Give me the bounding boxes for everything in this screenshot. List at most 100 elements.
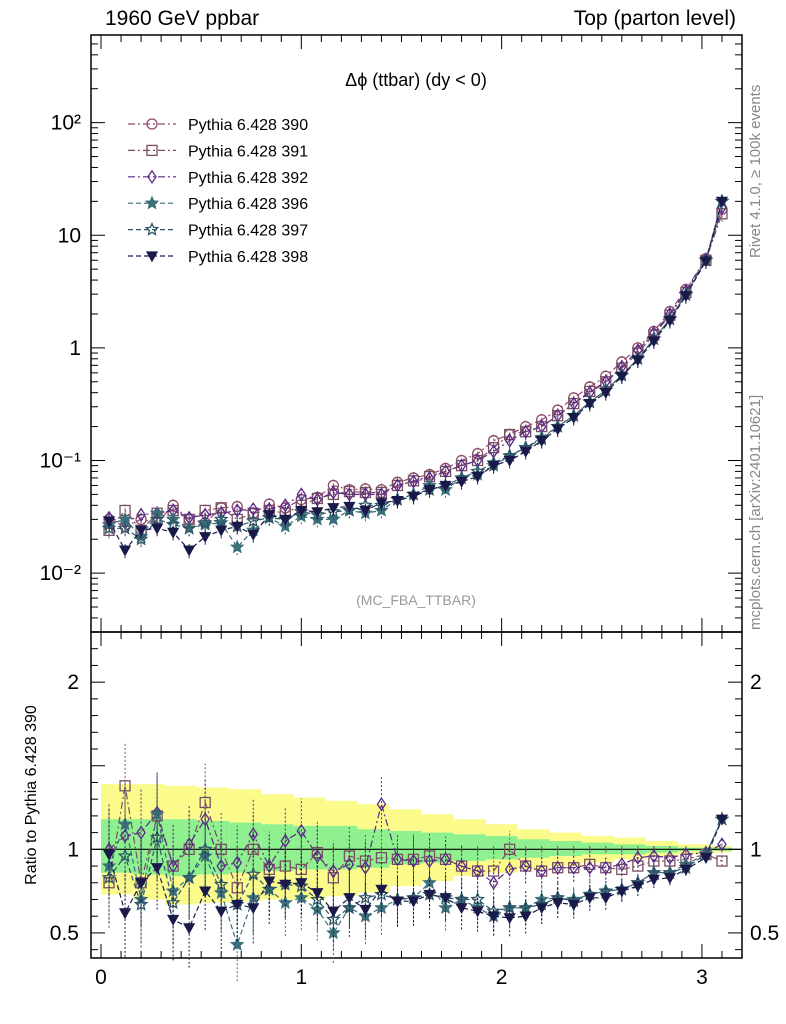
ratio-series-line: [108, 785, 723, 890]
ratio-data-point: [279, 879, 292, 891]
ratio-band-green: [357, 829, 390, 868]
ratio-data-point: [263, 876, 276, 888]
header-left-label: 1960 GeV ppbar: [105, 7, 260, 30]
main-data-point: [599, 388, 612, 400]
ratio-data-point: [424, 853, 435, 869]
main-data-point: [296, 487, 307, 502]
ratio-data-point: [472, 863, 483, 879]
main-data-point: [181, 520, 197, 535]
ratio-data-point: [120, 828, 130, 844]
main-data-point: [197, 515, 213, 529]
chart-title: Δϕ (ttbar) (dy < 0): [345, 70, 487, 90]
ratio-series-line: [108, 801, 723, 884]
main-data-point: [118, 545, 132, 557]
legend-entry: Pythia 6.428 390: [128, 117, 308, 134]
ratio-data-point: [454, 891, 469, 906]
ratio-data-point: [375, 884, 388, 896]
legend-entry: Pythia 6.428 397: [128, 221, 308, 240]
legend-marker: [144, 195, 160, 210]
header-right-label: Top (parton level): [573, 7, 736, 30]
ratio-data-point: [504, 862, 515, 877]
ratio-data-point: [165, 895, 181, 910]
ratio-data-point: [118, 908, 132, 920]
ratio-data-point: [168, 858, 178, 874]
ratio-data-point: [456, 858, 467, 874]
legend-marker: [146, 118, 158, 130]
ratio-data-point: [117, 848, 133, 863]
ratio-data-point: [295, 878, 308, 890]
main-data-point: [343, 501, 356, 513]
ratio-band-green: [485, 835, 518, 860]
ratio-data-point: [215, 906, 228, 918]
ratio-data-point: [391, 896, 404, 908]
ratio-data-point: [503, 913, 516, 925]
main-data-point: [344, 487, 355, 502]
x-tick-label: 1: [295, 966, 307, 989]
ratio-data-point: [231, 899, 244, 911]
ratio-data-point: [715, 814, 729, 826]
legend-label: Pythia 6.428 390: [188, 117, 308, 134]
ratio-data-point: [599, 893, 612, 905]
main-data-point: [213, 511, 229, 526]
ratio-data-point: [439, 893, 452, 905]
ratio-band-green: [165, 819, 198, 877]
legend-marker: [145, 251, 159, 263]
ratio-data-point: [519, 911, 532, 923]
main-data-point: [663, 315, 676, 327]
ratio-y-tick-label-right: 0.5: [750, 922, 779, 945]
ratio-data-point: [167, 914, 180, 926]
main-data-point: [311, 507, 324, 519]
ratio-data-point: [328, 863, 339, 879]
main-data-point: [567, 413, 580, 425]
legend-label: Pythia 6.428 398: [188, 249, 308, 266]
analysis-tag: (MC_FBA_TTBAR): [356, 592, 476, 608]
main-data-point: [102, 516, 116, 528]
main-data-point: [503, 455, 516, 467]
ratio-data-point: [665, 850, 675, 865]
ratio-data-point: [229, 936, 245, 951]
legend-entry: Pythia 6.428 392: [128, 169, 308, 187]
x-tick-label: 0: [95, 966, 107, 989]
main-data-point: [215, 525, 228, 537]
main-data-point: [117, 520, 133, 535]
legend-entry: Pythia 6.428 398: [128, 249, 308, 266]
main-data-point: [647, 336, 660, 348]
main-data-point: [245, 513, 261, 528]
ratio-data-point: [136, 825, 146, 840]
ratio-data-point: [716, 855, 728, 867]
ratio-data-point: [567, 899, 580, 911]
ratio-data-point: [518, 900, 534, 915]
ratio-data-point: [376, 797, 387, 812]
ratio-data-point: [615, 886, 628, 898]
ratio-data-point: [264, 858, 275, 874]
main-data-point: [263, 510, 276, 522]
main-data-point: [520, 424, 531, 439]
main-data-point: [615, 371, 628, 383]
main-data-point: [471, 471, 484, 483]
ratio-data-point: [247, 903, 260, 915]
ratio-data-point: [488, 875, 499, 890]
main-data-point: [715, 196, 729, 208]
main-data-point: [312, 492, 323, 507]
ratio-data-point: [536, 863, 547, 879]
main-data-point: [455, 476, 468, 488]
main-data-point: [149, 511, 165, 526]
ratio-y-tick-label: 2: [67, 671, 79, 694]
main-data-point: [150, 523, 164, 535]
main-data-point: [328, 485, 339, 500]
ratio-band-green: [549, 840, 582, 857]
main-data-point: [231, 500, 243, 513]
main-data-point: [133, 531, 149, 546]
main-data-point: [631, 355, 644, 367]
ratio-data-point: [487, 911, 500, 923]
ratio-data-point: [197, 841, 213, 856]
ratio-data-point: [699, 853, 713, 865]
ratio-data-point: [134, 878, 148, 890]
legend-marker: [146, 144, 158, 157]
main-data-point: [535, 436, 548, 448]
main-data-point: [327, 503, 340, 515]
ratio-data-point: [663, 873, 676, 885]
main-data-point: [134, 525, 148, 537]
ratio-y-tick-label-right: 2: [750, 671, 762, 694]
